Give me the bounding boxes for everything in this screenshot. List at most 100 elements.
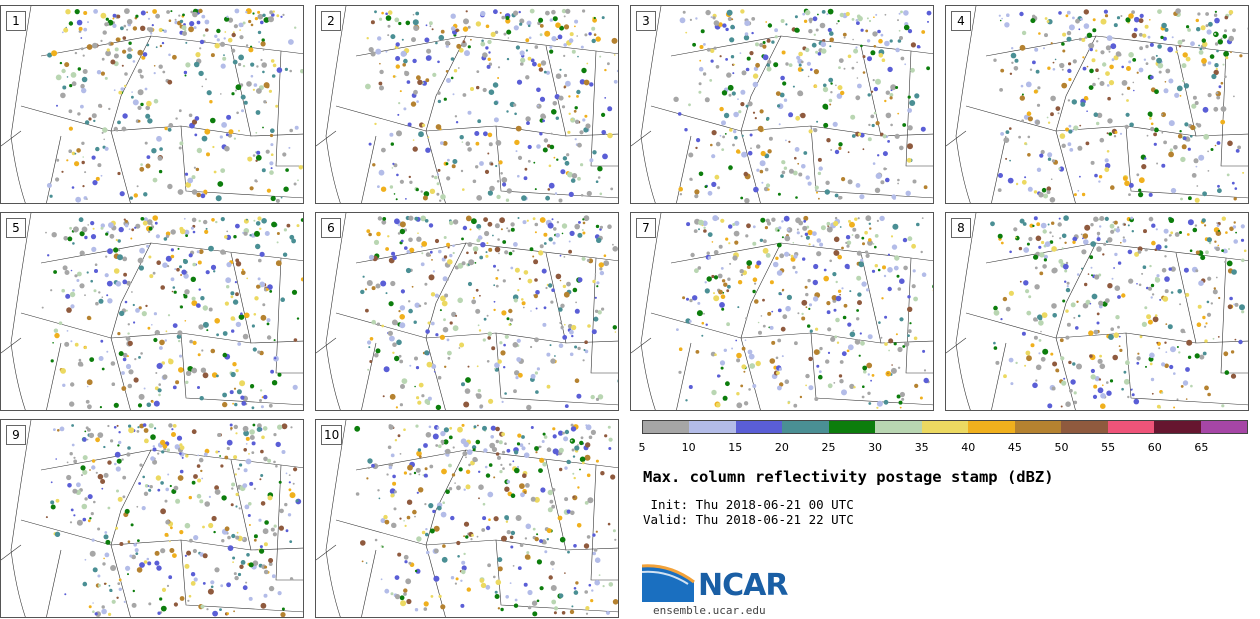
- reflectivity-cell: [137, 257, 144, 264]
- reflectivity-cell: [907, 108, 912, 113]
- reflectivity-cell: [81, 141, 85, 145]
- reflectivity-cell: [50, 359, 54, 363]
- reflectivity-cell: [146, 402, 152, 408]
- reflectivity-cell: [152, 401, 154, 403]
- reflectivity-cell: [162, 70, 166, 74]
- reflectivity-cell: [830, 82, 833, 85]
- colorbar-segment: [735, 421, 783, 433]
- reflectivity-cell: [118, 431, 121, 434]
- reflectivity-cell: [722, 135, 725, 139]
- reflectivity-cell: [1136, 283, 1138, 285]
- reflectivity-cell: [190, 10, 194, 14]
- reflectivity-cell: [442, 276, 448, 282]
- reflectivity-cell: [534, 536, 539, 542]
- reflectivity-cell: [847, 322, 852, 327]
- reflectivity-cell: [117, 171, 121, 176]
- reflectivity-cell: [890, 367, 897, 374]
- reflectivity-cell: [1027, 153, 1031, 157]
- reflectivity-cell: [250, 384, 255, 389]
- reflectivity-cell: [1102, 253, 1105, 256]
- reflectivity-cell: [462, 40, 466, 44]
- reflectivity-cell: [876, 400, 883, 407]
- reflectivity-cell: [1083, 23, 1090, 29]
- colorbar-tick-label: 60: [1147, 441, 1162, 454]
- boundary-line: [955, 213, 977, 410]
- colorbar-tick-labels: 5 10 15 20 25 30 35 40 45 50 55 60 65: [639, 441, 1248, 455]
- reflectivity-cell: [432, 270, 435, 273]
- reflectivity-cell: [1156, 341, 1159, 344]
- reflectivity-cell: [592, 279, 596, 284]
- reflectivity-cell: [1225, 231, 1228, 234]
- reflectivity-cell: [198, 324, 204, 330]
- reflectivity-cell: [572, 495, 575, 499]
- reflectivity-cell: [1040, 149, 1045, 155]
- boundary-line: [10, 213, 32, 410]
- reflectivity-cell: [586, 535, 591, 539]
- reflectivity-cell: [1019, 95, 1025, 101]
- reflectivity-cell: [240, 395, 245, 400]
- reflectivity-cell: [521, 446, 526, 451]
- reflectivity-cell: [1051, 386, 1056, 391]
- reflectivity-cell: [1051, 235, 1054, 238]
- reflectivity-cell: [748, 353, 755, 360]
- reflectivity-cell: [401, 38, 404, 41]
- reflectivity-cell: [102, 127, 108, 133]
- reflectivity-cell: [495, 452, 500, 456]
- website-url[interactable]: ensemble.ucar.edu: [653, 604, 766, 617]
- reflectivity-cell: [1183, 83, 1190, 89]
- reflectivity-cell: [132, 589, 135, 593]
- reflectivity-cell: [736, 358, 741, 363]
- reflectivity-cell: [603, 254, 607, 257]
- reflectivity-cell: [1093, 329, 1099, 335]
- reflectivity-cell: [914, 93, 920, 99]
- reflectivity-cell: [506, 480, 511, 484]
- reflectivity-cell: [581, 229, 584, 231]
- reflectivity-cell: [1165, 68, 1171, 74]
- reflectivity-cell: [592, 150, 597, 155]
- reflectivity-cell: [553, 156, 556, 159]
- reflectivity-cell: [760, 315, 763, 317]
- reflectivity-cell: [86, 438, 89, 441]
- reflectivity-cell: [838, 66, 841, 69]
- reflectivity-cell: [100, 174, 103, 177]
- reflectivity-cell: [706, 47, 711, 52]
- reflectivity-cell: [548, 575, 553, 580]
- reflectivity-cell: [451, 311, 457, 317]
- reflectivity-cell: [767, 311, 772, 316]
- reflectivity-cell: [445, 489, 450, 494]
- reflectivity-cell: [427, 396, 432, 401]
- reflectivity-cell: [733, 230, 740, 237]
- reflectivity-cell: [571, 49, 576, 54]
- reflectivity-cell: [428, 274, 435, 281]
- reflectivity-cell: [193, 474, 198, 479]
- init-time: Init: Thu 2018-06-21 00 UTC: [643, 497, 854, 512]
- reflectivity-cell: [368, 142, 372, 146]
- reflectivity-cell: [1076, 300, 1079, 303]
- reflectivity-cell: [435, 444, 439, 447]
- boundary-line: [10, 420, 32, 617]
- reflectivity-cell: [588, 32, 592, 36]
- reflectivity-cell: [749, 51, 754, 56]
- reflectivity-cell: [878, 53, 884, 58]
- reflectivity-cell: [507, 229, 511, 233]
- reflectivity-cell: [143, 192, 148, 197]
- reflectivity-cell: [231, 533, 236, 539]
- ncar-logo: [642, 564, 695, 602]
- reflectivity-cell: [608, 437, 613, 442]
- reflectivity-cell: [1010, 52, 1017, 59]
- reflectivity-cell: [1110, 229, 1115, 234]
- reflectivity-cell: [400, 239, 404, 243]
- reflectivity-cell: [765, 21, 768, 23]
- reflectivity-cell: [689, 177, 693, 181]
- reflectivity-cell: [442, 501, 445, 504]
- reflectivity-cell: [1027, 116, 1033, 122]
- reflectivity-cell: [515, 45, 520, 50]
- reflectivity-cell: [573, 544, 577, 548]
- reflectivity-cell: [393, 507, 397, 511]
- reflectivity-cell: [898, 29, 901, 32]
- reflectivity-cell: [1233, 221, 1236, 224]
- reflectivity-cell: [226, 439, 233, 446]
- reflectivity-cell: [813, 128, 818, 133]
- reflectivity-cell: [923, 185, 928, 190]
- reflectivity-cell: [415, 424, 419, 428]
